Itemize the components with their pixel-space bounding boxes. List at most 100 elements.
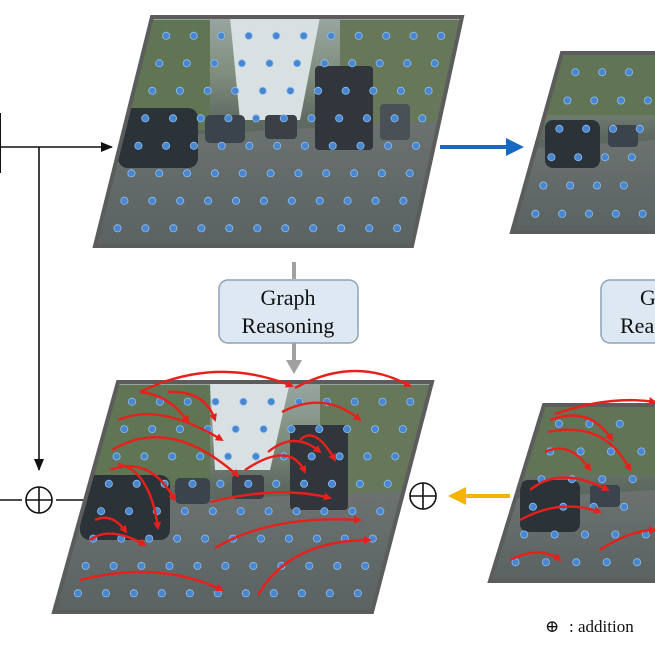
graph-node — [307, 452, 316, 461]
graph-node — [382, 31, 391, 40]
graph-node — [611, 530, 620, 539]
graph-node — [327, 31, 336, 40]
graph-node — [284, 534, 293, 543]
graph-node — [539, 181, 548, 190]
graph-node — [155, 59, 164, 68]
graph-node — [109, 561, 118, 570]
graph-node — [185, 589, 194, 598]
graph-node — [541, 558, 550, 567]
graph-node — [173, 534, 182, 543]
graph-node — [411, 141, 420, 150]
graph-node — [145, 534, 154, 543]
graph-node — [574, 153, 583, 162]
graph-node — [244, 31, 253, 40]
graph-node — [322, 169, 331, 178]
graph-node — [287, 196, 296, 205]
graph-node — [221, 561, 230, 570]
legend: ⊕ : addition — [545, 617, 634, 636]
graph-node — [376, 507, 385, 516]
graph-node — [97, 507, 106, 516]
graph-node — [239, 397, 248, 406]
graph-node — [256, 534, 265, 543]
graph-node — [300, 141, 309, 150]
graph-node — [300, 479, 309, 488]
graph-node — [175, 425, 184, 434]
graph-reasoning-label-line2: Reasoning — [242, 313, 335, 338]
graph-node — [294, 169, 303, 178]
graph-node — [269, 589, 278, 598]
graph-node — [273, 141, 282, 150]
graph-node — [643, 96, 652, 105]
graph-node — [137, 561, 146, 570]
addition-icon — [25, 486, 53, 514]
graph-node — [350, 397, 359, 406]
graph-node — [272, 479, 281, 488]
graph-node — [140, 452, 149, 461]
graph-node — [609, 124, 618, 133]
graph-node — [213, 589, 222, 598]
graph-node — [581, 530, 590, 539]
graph-node — [259, 196, 268, 205]
graph-node — [356, 141, 365, 150]
graph-node — [437, 31, 446, 40]
graph-node — [258, 86, 267, 95]
graph-node — [638, 209, 647, 218]
graph-node — [125, 507, 134, 516]
graph-node — [211, 397, 220, 406]
graph-node — [335, 114, 344, 123]
graph-node — [383, 479, 392, 488]
graph-node — [375, 59, 384, 68]
graph-node — [148, 86, 157, 95]
graph-node — [204, 196, 213, 205]
graph-node — [355, 479, 364, 488]
graph-node — [627, 153, 636, 162]
input-connector — [0, 113, 113, 501]
graph-node — [337, 224, 346, 233]
feature-map-top-left — [92, 15, 465, 248]
graph-node — [127, 397, 136, 406]
graph-node — [593, 181, 602, 190]
graph-node — [348, 59, 357, 68]
graph-node — [272, 31, 281, 40]
graph-node — [393, 224, 402, 233]
graph-node — [120, 425, 129, 434]
graph-node — [369, 86, 378, 95]
graph-reasoning-box-right: G Rea — [600, 279, 655, 344]
graph-node — [165, 561, 174, 570]
graph-node — [112, 452, 121, 461]
graph-edges-right — [509, 397, 655, 562]
graph-node — [266, 169, 275, 178]
graph-node — [267, 397, 276, 406]
graph-node — [378, 397, 387, 406]
legend-symbol: ⊕ — [545, 617, 559, 636]
graph-node — [231, 86, 240, 95]
graph-node — [237, 59, 246, 68]
graph-node — [361, 561, 370, 570]
graph-node — [398, 425, 407, 434]
graph-node — [405, 169, 414, 178]
graph-node — [265, 59, 274, 68]
graph-node — [141, 224, 150, 233]
feature-map-bottom-left — [51, 369, 435, 614]
graph-node — [141, 114, 150, 123]
graph-node — [547, 153, 556, 162]
graph-node — [348, 507, 357, 516]
graph-node — [217, 141, 226, 150]
graph-node — [582, 124, 591, 133]
graph-node — [528, 502, 537, 511]
graph-node — [253, 224, 262, 233]
graph-node — [617, 96, 626, 105]
graph-node — [203, 86, 212, 95]
down-arrow-icon — [286, 262, 302, 374]
graph-node — [571, 68, 580, 77]
graph-node — [396, 86, 405, 95]
graph-node — [598, 475, 607, 484]
graph-node — [287, 425, 296, 434]
graph-node — [157, 589, 166, 598]
graph-node — [607, 447, 616, 456]
graph-node — [217, 31, 226, 40]
right-arrow-icon — [440, 138, 524, 156]
graph-node — [292, 507, 301, 516]
graph-node — [363, 452, 372, 461]
